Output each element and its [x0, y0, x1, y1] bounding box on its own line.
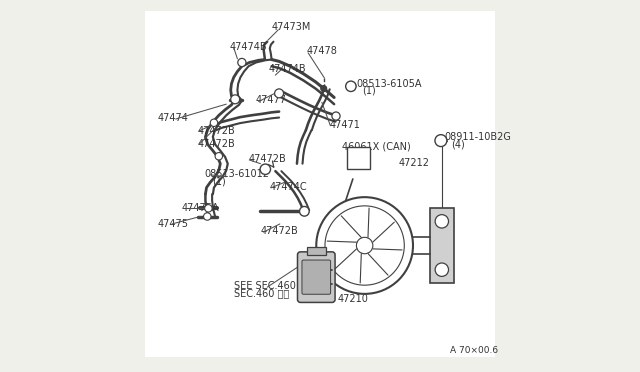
- Text: SEC.460 参照: SEC.460 参照: [234, 288, 290, 298]
- Text: 47471: 47471: [330, 120, 360, 129]
- Text: (1): (1): [362, 86, 376, 96]
- Circle shape: [435, 135, 447, 147]
- FancyBboxPatch shape: [298, 252, 335, 302]
- Circle shape: [211, 119, 218, 126]
- Text: 47478: 47478: [307, 46, 338, 56]
- Circle shape: [332, 112, 340, 120]
- FancyBboxPatch shape: [302, 260, 331, 294]
- Circle shape: [231, 95, 239, 104]
- Circle shape: [300, 206, 309, 216]
- Text: 47474C: 47474C: [270, 182, 307, 192]
- Text: S: S: [262, 165, 268, 174]
- Text: 46061X (CAN): 46061X (CAN): [342, 142, 410, 152]
- Bar: [307, 247, 326, 255]
- Text: SEE SEC.460: SEE SEC.460: [234, 281, 296, 291]
- Text: 47474B: 47474B: [269, 64, 307, 74]
- Text: 47212: 47212: [398, 158, 429, 168]
- Text: 08513-6105A: 08513-6105A: [356, 79, 422, 89]
- Circle shape: [435, 215, 449, 228]
- Text: 47473M: 47473M: [271, 22, 311, 32]
- Circle shape: [204, 213, 211, 220]
- Bar: [429, 208, 454, 283]
- Text: 47475: 47475: [157, 219, 188, 229]
- Text: (1): (1): [212, 177, 226, 186]
- Circle shape: [346, 81, 356, 92]
- Text: 08513-61012: 08513-61012: [204, 169, 269, 179]
- Text: S: S: [348, 82, 353, 91]
- Circle shape: [325, 206, 404, 285]
- Text: 08911-10B2G: 08911-10B2G: [445, 132, 511, 142]
- Text: 47474: 47474: [157, 113, 188, 123]
- Circle shape: [260, 164, 271, 174]
- Text: A 70×00.6: A 70×00.6: [450, 346, 499, 355]
- Circle shape: [275, 89, 284, 98]
- Circle shape: [215, 153, 223, 160]
- Text: 47472B: 47472B: [197, 140, 235, 149]
- Text: N: N: [437, 136, 444, 145]
- Circle shape: [316, 197, 413, 294]
- Text: 47477: 47477: [256, 96, 287, 105]
- Text: 47474B: 47474B: [230, 42, 268, 51]
- Circle shape: [356, 237, 373, 254]
- Circle shape: [435, 263, 449, 276]
- Circle shape: [321, 86, 326, 92]
- Text: 47472B: 47472B: [197, 126, 235, 136]
- Bar: [347, 147, 370, 169]
- Circle shape: [238, 58, 246, 67]
- Text: (4): (4): [451, 140, 465, 149]
- Text: 47472B: 47472B: [260, 227, 298, 236]
- Text: 47472B: 47472B: [248, 154, 286, 164]
- Text: 47475A: 47475A: [182, 203, 220, 212]
- Circle shape: [205, 205, 212, 212]
- Text: 47210: 47210: [338, 295, 369, 304]
